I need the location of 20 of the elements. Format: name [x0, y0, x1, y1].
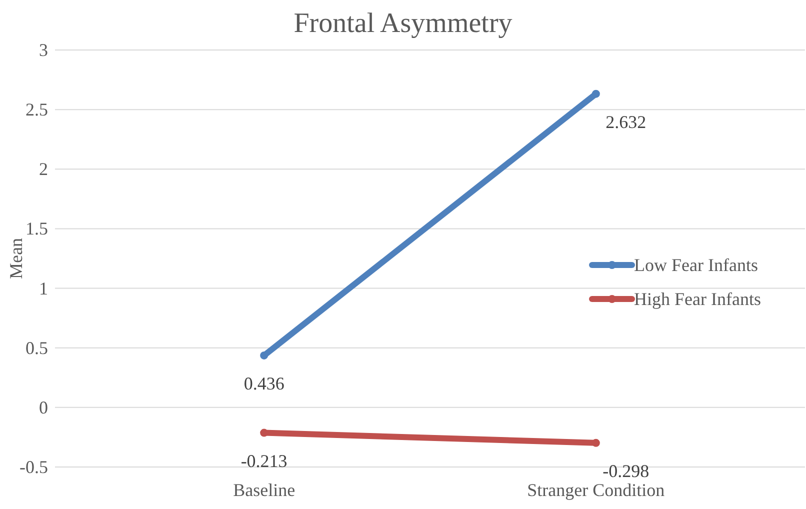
y-tick-label: 0.5: [26, 338, 48, 358]
data-label: 0.436: [244, 373, 284, 394]
y-tick-label: 1.5: [26, 218, 48, 239]
x-tick-label: Stranger Condition: [527, 480, 665, 500]
legend-label: Low Fear Infants: [634, 255, 758, 275]
y-tick-label: 2: [39, 159, 48, 180]
data-label: -0.213: [240, 450, 288, 471]
legend-label: High Fear Infants: [634, 289, 761, 309]
y-tick-label: -0.5: [20, 457, 48, 477]
y-tick-label: 3: [39, 40, 48, 60]
y-tick-label: 0: [39, 397, 48, 418]
y-axis-title: Mean: [6, 238, 26, 279]
data-label: 2.632: [606, 112, 646, 132]
x-tick-label: Baseline: [233, 480, 296, 500]
point: [260, 351, 268, 360]
point: [592, 90, 600, 98]
y-tick-label: 2.5: [26, 100, 48, 120]
data-label: -0.298: [602, 460, 650, 481]
y-tick-label: 1: [39, 278, 48, 298]
chart-title: Frontal Asymmetry: [294, 8, 512, 39]
